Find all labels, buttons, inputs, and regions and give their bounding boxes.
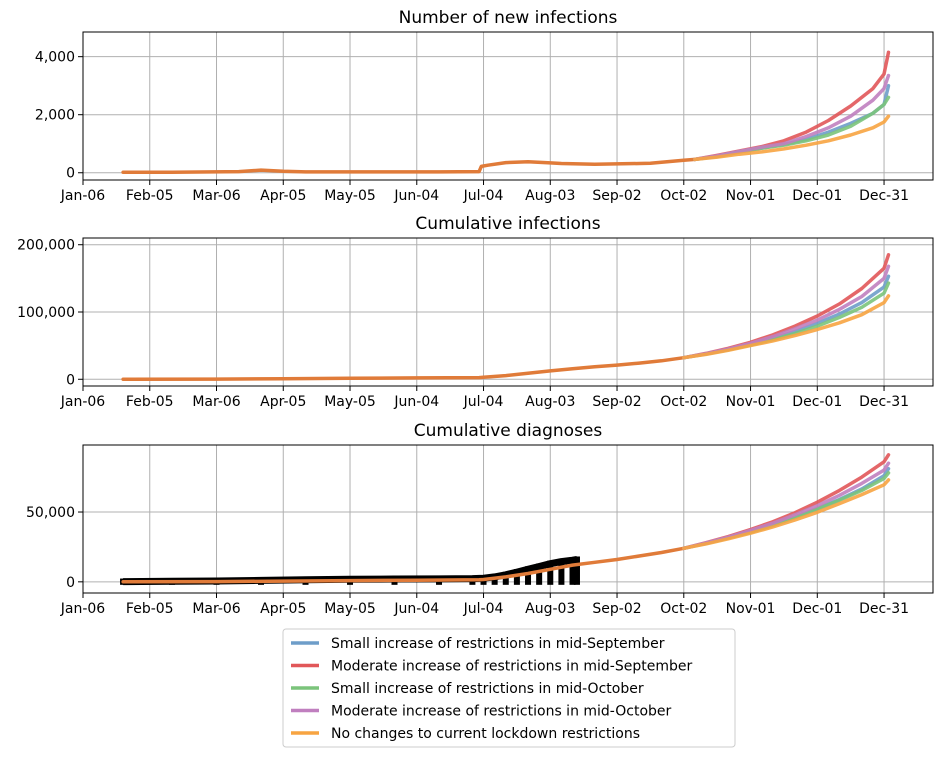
chart-title: Cumulative infections bbox=[415, 214, 600, 234]
y-tick-label: 200,000 bbox=[17, 238, 75, 254]
x-tick-label: Aug-03 bbox=[525, 188, 575, 204]
series-line-3 bbox=[693, 95, 891, 162]
x-tick-label: Jun-04 bbox=[393, 188, 439, 204]
chart-panel-2: Jan-06 Feb-05 Mar-06 Apr-05 May-05 Jun-04 Jul-… bbox=[17, 214, 934, 410]
x-tick-label: Nov-01 bbox=[726, 601, 776, 617]
y-tick-label: 100,000 bbox=[17, 305, 75, 321]
x-tick-label: Jun-04 bbox=[393, 394, 439, 410]
x-tick-label: Mar-06 bbox=[192, 188, 240, 204]
x-tick-label: Aug-03 bbox=[525, 601, 575, 617]
observed-data-bar bbox=[525, 566, 532, 585]
series-line-2 bbox=[682, 453, 891, 551]
legend-label: Small increase of restrictions in mid-Oc… bbox=[331, 681, 644, 697]
x-tick-label: May-05 bbox=[324, 601, 376, 617]
x-tick-label: Dec-01 bbox=[792, 394, 842, 410]
chart-title: Cumulative diagnoses bbox=[414, 421, 603, 441]
axes-frame bbox=[82, 31, 934, 181]
x-tick-label: Jul-04 bbox=[463, 601, 504, 617]
x-tick-label: Jun-04 bbox=[393, 601, 439, 617]
x-tick-label: Dec-01 bbox=[792, 188, 842, 204]
x-tick-label: Nov-01 bbox=[726, 188, 776, 204]
x-tick-label: Dec-01 bbox=[792, 601, 842, 617]
series-line-3 bbox=[682, 281, 891, 360]
x-tick-label: May-05 bbox=[324, 188, 376, 204]
y-tick-label: 0 bbox=[66, 575, 75, 591]
legend-label: No changes to current lockdown restricti… bbox=[331, 726, 640, 742]
series-group bbox=[121, 253, 891, 382]
y-tick-label: 0 bbox=[66, 166, 75, 182]
x-tick-label: Mar-06 bbox=[192, 394, 240, 410]
observed-data-bar bbox=[573, 556, 580, 585]
x-tick-label: Feb-05 bbox=[126, 188, 174, 204]
observed-data-bar bbox=[536, 563, 543, 585]
x-tick-label: Dec-31 bbox=[859, 394, 909, 410]
x-tick-label: Jan-06 bbox=[60, 188, 106, 204]
x-tick-label: Nov-01 bbox=[726, 394, 776, 410]
x-tick-label: May-05 bbox=[324, 394, 376, 410]
y-tick-label: 4,000 bbox=[35, 50, 75, 66]
chart-panel-3: Jan-06 Feb-05 Mar-06 Apr-05 May-05 Jun-04 Jul-… bbox=[26, 421, 934, 617]
observed-data-bar bbox=[547, 560, 554, 585]
series-line-4 bbox=[693, 73, 891, 162]
x-tick-label: Oct-02 bbox=[660, 188, 707, 204]
legend-label: Small increase of restrictions in mid-Se… bbox=[331, 636, 665, 652]
series-line-5 bbox=[682, 478, 891, 551]
legend-label: Moderate increase of restrictions in mid… bbox=[331, 704, 672, 720]
x-tick-label: Apr-05 bbox=[260, 188, 306, 204]
x-tick-label: Oct-02 bbox=[660, 394, 707, 410]
series-group bbox=[121, 50, 891, 174]
x-tick-label: Dec-31 bbox=[859, 601, 909, 617]
series-line-shared bbox=[121, 355, 686, 382]
legend: Small increase of restrictions in mid-Se… bbox=[282, 628, 736, 748]
x-tick-label: Feb-05 bbox=[126, 601, 174, 617]
x-tick-label: Sep-02 bbox=[592, 188, 641, 204]
x-tick-label: Oct-02 bbox=[660, 601, 707, 617]
x-tick-label: Jul-04 bbox=[463, 188, 504, 204]
y-tick-label: 2,000 bbox=[35, 108, 75, 124]
y-tick-label: 50,000 bbox=[26, 505, 75, 521]
series-line-shared bbox=[121, 546, 686, 584]
x-tick-label: Feb-05 bbox=[126, 394, 174, 410]
observed-data-bar bbox=[558, 558, 565, 585]
series-group bbox=[120, 453, 891, 586]
observed-data-bar bbox=[569, 557, 576, 585]
x-tick-label: Jan-06 bbox=[60, 601, 106, 617]
y-tick-label: 0 bbox=[66, 372, 75, 388]
x-tick-label: Sep-02 bbox=[592, 394, 641, 410]
series-line-5 bbox=[682, 294, 891, 360]
x-tick-label: Aug-03 bbox=[525, 394, 575, 410]
axes-frame bbox=[82, 444, 934, 594]
chart-panel-1: Jan-06 Feb-05 Mar-06 Apr-05 May-05 Jun-04 Jul-… bbox=[35, 8, 934, 204]
legend-box bbox=[282, 628, 736, 748]
x-tick-label: Dec-31 bbox=[859, 188, 909, 204]
x-tick-label: Apr-05 bbox=[260, 394, 306, 410]
x-tick-label: Sep-02 bbox=[592, 601, 641, 617]
x-tick-label: Jul-04 bbox=[463, 394, 504, 410]
legend-label: Moderate increase of restrictions in mid… bbox=[331, 659, 692, 675]
x-tick-label: Mar-06 bbox=[192, 601, 240, 617]
x-tick-label: Jan-06 bbox=[60, 394, 106, 410]
x-tick-label: Apr-05 bbox=[260, 601, 306, 617]
series-line-5 bbox=[693, 114, 891, 162]
series-line-shared bbox=[121, 157, 697, 174]
chart-title: Number of new infections bbox=[399, 8, 618, 28]
series-line-4 bbox=[682, 461, 891, 551]
